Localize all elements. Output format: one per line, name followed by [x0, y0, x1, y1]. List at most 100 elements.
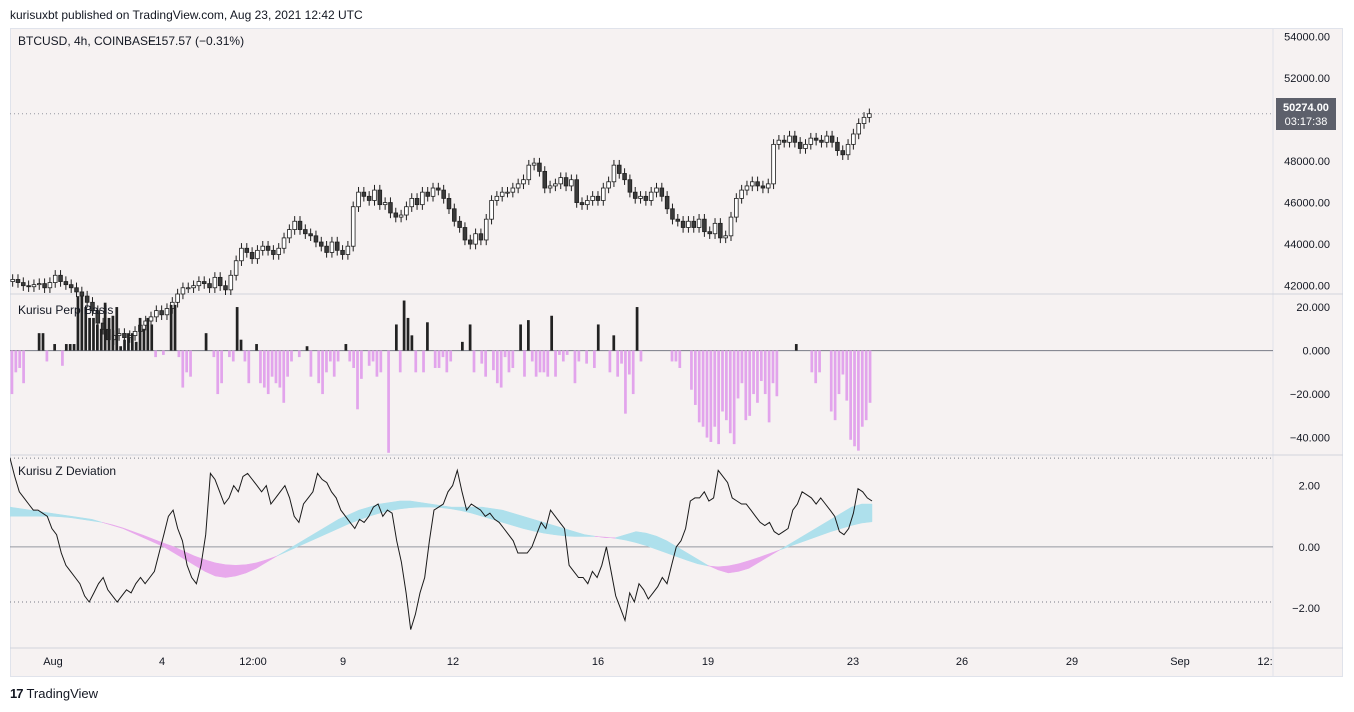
candle-body [414, 198, 420, 206]
basis-bar [449, 350, 453, 362]
candle-body [324, 245, 329, 253]
basis-bar [262, 350, 266, 388]
candle-body [276, 247, 281, 255]
candle-body [74, 287, 79, 293]
basis-bar [92, 317, 95, 351]
price-axis-tick: 54000.00 [1284, 31, 1330, 43]
zdev-line [10, 457, 873, 630]
basis-bar [127, 333, 130, 351]
footer-brand: TradingView [26, 686, 99, 701]
basis-bar [239, 339, 243, 351]
basis-bar [317, 350, 321, 384]
candle-body [10, 279, 15, 282]
candle-body [569, 179, 574, 187]
candle-body [303, 229, 308, 235]
basis-bar [620, 350, 623, 364]
basis-bar [857, 350, 860, 451]
candle-body [712, 222, 718, 235]
candle-body [558, 177, 563, 185]
candle-body [547, 185, 553, 189]
zdev-cloud-segment [584, 534, 596, 537]
basis-bar [348, 350, 352, 362]
basis-bar [550, 315, 554, 351]
x-axis: Aug 4 12:00 9 12 16 19 23 26 29 Sep 12: [43, 656, 1272, 668]
basis-bar [204, 333, 208, 351]
basis-bar [162, 350, 165, 355]
zdev-axis-tick: −2.00 [1292, 603, 1320, 615]
candle-body [457, 220, 462, 228]
candle-body [388, 202, 393, 214]
candle-body [372, 189, 377, 201]
basis-bar [216, 350, 220, 395]
zdev-cloud-segment [122, 527, 134, 534]
candle-body [829, 135, 835, 143]
basis-bar [763, 350, 767, 395]
candle-body [494, 195, 500, 201]
zdev-pane-title: Kurisu Z Deviation [18, 464, 116, 478]
tradingview-logo-icon: 17 [10, 686, 24, 701]
candle-body [15, 279, 21, 283]
candle-body [26, 285, 31, 288]
basis-bar [554, 350, 557, 377]
candle-body [638, 195, 643, 199]
basis-bar [309, 350, 313, 377]
basis-bar [713, 350, 717, 427]
basis-bar [18, 350, 22, 368]
basis-bar [849, 350, 853, 440]
basis-bar [593, 350, 596, 368]
zdev-cloud-segment [799, 531, 811, 543]
basis-bar [837, 350, 841, 395]
candle-body [68, 284, 74, 289]
zdev-cloud-segment [512, 512, 524, 529]
basis-bar [732, 350, 736, 445]
candle-body [201, 281, 207, 285]
basis-bar [185, 350, 189, 373]
price-legend-title: BTCUSD, 4h, COINBASE [18, 34, 156, 48]
candle-body [271, 249, 276, 255]
candle-body [340, 249, 345, 255]
basis-bar [740, 350, 744, 384]
zdev-cloud-segment [676, 546, 688, 561]
candle-body [90, 301, 95, 312]
basis-bar [670, 350, 674, 362]
basis-axis-tick: −20.000 [1290, 389, 1330, 401]
candle-body [718, 222, 723, 239]
basis-bar [736, 350, 740, 399]
basis-pane-title: Kurisu Perp Basis [18, 303, 113, 317]
basis-bar [596, 324, 600, 351]
candle-body [606, 181, 611, 189]
zdev-cloud-segment [440, 505, 452, 510]
candle-body [526, 164, 532, 181]
basis-bar [142, 328, 146, 351]
basis-bar [437, 350, 441, 368]
chart-svg[interactable]: 54000.00 52000.00 48000.00 46000.00 44000.00… [10, 28, 1343, 677]
candle-body [601, 187, 606, 201]
zdev-cloud-segment [748, 556, 760, 569]
basis-bar [433, 350, 437, 368]
zdev-cloud-segment [50, 512, 62, 518]
candle-body [702, 218, 707, 233]
basis-bar [325, 350, 328, 373]
candle-body [760, 185, 766, 189]
candle-body [531, 162, 537, 166]
zdev-cloud-segment [286, 543, 298, 552]
candle-body [42, 283, 47, 289]
candle-body [590, 195, 595, 201]
candle-body [132, 331, 138, 336]
candle-body [686, 220, 691, 228]
y-axes: 54000.00 52000.00 48000.00 46000.00 44000.00… [1284, 31, 1330, 615]
basis-bar [119, 346, 123, 351]
candle-body [861, 116, 867, 124]
candle-body [446, 198, 452, 210]
zdev-cloud-segment [91, 518, 103, 523]
basis-bar [398, 350, 402, 373]
candle-body [616, 164, 622, 174]
candle-body [47, 282, 53, 289]
zdev-cloud-segment [656, 535, 668, 554]
candle-body [473, 233, 478, 245]
basis-bar [468, 324, 472, 351]
candle-body [420, 191, 425, 206]
basis-bar [53, 344, 57, 351]
basis-bar [527, 320, 530, 351]
zdev-cloud-segment [717, 565, 729, 574]
